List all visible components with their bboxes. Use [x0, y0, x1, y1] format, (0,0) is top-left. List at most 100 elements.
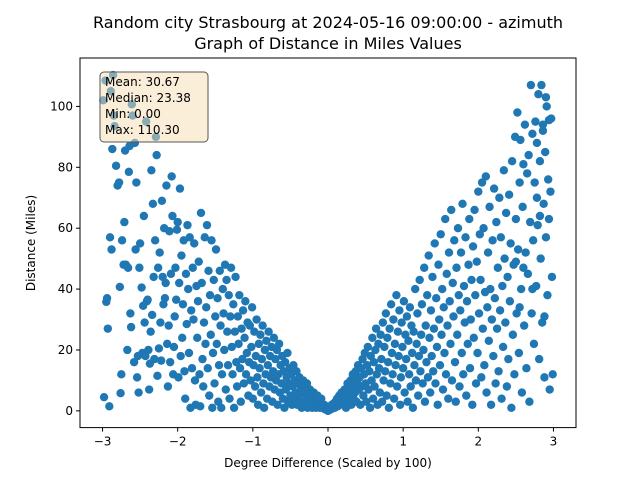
scatter-point [180, 367, 189, 376]
scatter-point [140, 318, 149, 327]
scatter-point [241, 370, 251, 379]
scatter-point [404, 336, 413, 346]
scatter-point [215, 266, 224, 276]
scatter-point [375, 388, 385, 397]
y-tick-label: 80 [58, 160, 73, 174]
scatter-point [399, 297, 409, 306]
y-tick-label: 100 [50, 99, 73, 113]
chart-subtitle: Graph of Distance in Miles Values [194, 34, 462, 53]
scatter-point [123, 345, 132, 355]
scatter-point [363, 342, 373, 352]
scatter-point [414, 351, 424, 361]
scatter-point [501, 318, 510, 327]
scatter-point [423, 373, 433, 382]
scatter-point [435, 360, 445, 370]
scatter-point [187, 364, 197, 373]
scatter-point [400, 388, 409, 397]
scatter-point [465, 364, 475, 373]
scatter-point [103, 324, 113, 333]
scatter-point [461, 233, 470, 242]
scatter-point [165, 227, 174, 236]
scatter-point [377, 354, 386, 364]
scatter-point [135, 239, 145, 248]
scatter-point [220, 345, 229, 355]
scatter-point [139, 211, 149, 221]
scatter-point [539, 199, 548, 209]
scatter-point [532, 193, 542, 202]
scatter-point [171, 263, 180, 272]
scatter-point [232, 382, 242, 391]
scatter-point [163, 382, 173, 391]
scatter-point [181, 394, 190, 403]
scatter-point [168, 211, 177, 221]
scatter-point [184, 348, 194, 358]
scatter-point [381, 309, 391, 318]
scatter-point [120, 217, 129, 227]
scatter-point [177, 251, 186, 260]
scatter-point [379, 376, 388, 385]
scatter-point [146, 327, 155, 336]
scatter-point [105, 233, 115, 242]
scatter-point [253, 373, 262, 382]
scatter-point [537, 80, 546, 90]
y-tick-label: 0 [65, 404, 73, 418]
scatter-point [449, 312, 458, 321]
scatter-point [447, 205, 456, 215]
scatter-point [429, 324, 439, 333]
scatter-point [392, 382, 402, 391]
scatter-point [425, 333, 434, 342]
scatter-point [155, 248, 164, 257]
scatter-point [475, 230, 485, 239]
scatter-point [513, 108, 522, 117]
scatter-point [448, 278, 457, 288]
scatter-point [368, 333, 377, 342]
scatter-point [239, 379, 249, 388]
scatter-point [474, 309, 484, 318]
scatter-point [235, 290, 244, 300]
scatter-point [438, 284, 447, 294]
scatter-point [526, 80, 536, 90]
scatter-point [493, 263, 503, 272]
scatter-point [462, 297, 472, 306]
scatter-point [410, 360, 419, 370]
scatter-point [126, 322, 136, 332]
scatter-point [532, 138, 542, 148]
scatter-point [487, 315, 497, 324]
scatter-point [273, 400, 282, 409]
scatter-point [411, 376, 421, 385]
scatter-point [371, 324, 381, 333]
stats-min: Min: 0.00 [105, 107, 161, 121]
scatter-point [401, 354, 411, 364]
scatter-point [264, 327, 273, 336]
scatter-point [430, 239, 439, 248]
scatter-point [114, 178, 124, 187]
scatter-point [522, 169, 532, 178]
scatter-point [384, 403, 394, 413]
y-tick-label: 60 [58, 221, 73, 235]
scatter-point [544, 214, 554, 224]
scatter-point [396, 373, 406, 382]
scatter-point [169, 342, 179, 352]
scatter-point [544, 115, 554, 125]
scatter-point [162, 339, 172, 349]
scatter-point [518, 202, 527, 212]
scatter-point [397, 318, 406, 327]
scatter-point [498, 342, 508, 352]
scatter-point [205, 391, 214, 400]
scatter-point [231, 272, 240, 282]
scatter-point [473, 348, 482, 358]
scatter-point [540, 147, 550, 157]
scatter-point [389, 315, 398, 324]
scatter-point [418, 379, 427, 388]
scatter-point [402, 312, 412, 321]
scatter-point [413, 309, 422, 318]
scatter-point [463, 339, 472, 349]
scatter-point [419, 345, 428, 355]
scatter-point [164, 321, 173, 330]
scatter-point [160, 294, 170, 303]
scatter-point [246, 376, 255, 385]
scatter-point [226, 312, 235, 321]
scatter-point [501, 208, 511, 218]
scatter-point [157, 196, 167, 205]
